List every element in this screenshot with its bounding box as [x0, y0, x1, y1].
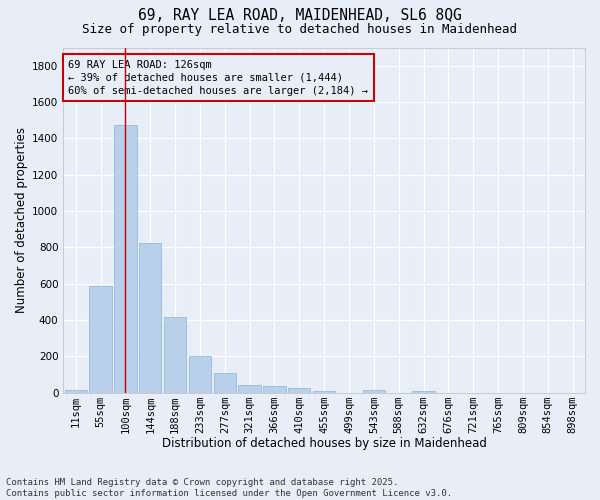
Bar [164, 317, 186, 392]
Bar [189, 356, 211, 393]
Bar [65, 390, 87, 392]
Bar [89, 286, 112, 393]
Y-axis label: Number of detached properties: Number of detached properties [15, 127, 28, 313]
Bar [238, 386, 261, 392]
Bar [313, 390, 335, 392]
Bar [288, 388, 310, 392]
Bar [263, 386, 286, 392]
Bar [412, 390, 434, 392]
Bar [362, 390, 385, 392]
Bar [114, 124, 137, 392]
Text: 69 RAY LEA ROAD: 126sqm
← 39% of detached houses are smaller (1,444)
60% of semi: 69 RAY LEA ROAD: 126sqm ← 39% of detache… [68, 60, 368, 96]
Bar [139, 242, 161, 392]
Bar [214, 374, 236, 392]
Text: Contains HM Land Registry data © Crown copyright and database right 2025.
Contai: Contains HM Land Registry data © Crown c… [6, 478, 452, 498]
Text: 69, RAY LEA ROAD, MAIDENHEAD, SL6 8QG: 69, RAY LEA ROAD, MAIDENHEAD, SL6 8QG [138, 8, 462, 22]
X-axis label: Distribution of detached houses by size in Maidenhead: Distribution of detached houses by size … [162, 437, 487, 450]
Text: Size of property relative to detached houses in Maidenhead: Size of property relative to detached ho… [83, 22, 517, 36]
